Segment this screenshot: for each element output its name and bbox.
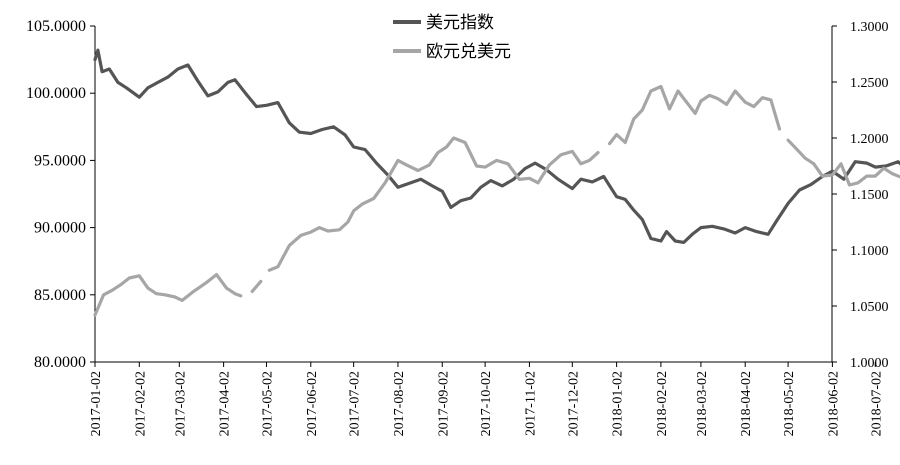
left-tick-label: 80.0000 (34, 354, 86, 371)
x-tick-label: 2017-06-02 (305, 371, 320, 436)
right-tick-label: 1.0000 (850, 356, 889, 371)
x-tick-label: 2018-03-02 (695, 371, 710, 436)
x-tick-label: 2018-04-02 (739, 371, 754, 436)
left-tick-label: 95.0000 (34, 152, 86, 169)
left-tick-label: 90.0000 (34, 220, 86, 237)
left-axis-ticks: 80.0000 85.0000 90.0000 95.0000 100.0000 105.… (26, 18, 95, 371)
left-tick-label: 85.0000 (34, 287, 86, 304)
left-tick-label: 100.0000 (26, 85, 86, 102)
legend: 美元指数 欧元兑美元 (393, 13, 511, 62)
x-tick-label: 2017-05-02 (260, 371, 275, 436)
right-tick-label: 1.1500 (850, 188, 889, 203)
x-tick-label: 2018-06-02 (826, 371, 841, 436)
x-tick-label: 2017-08-02 (392, 371, 407, 436)
x-tick-label: 2017-02-02 (133, 371, 148, 436)
series-layer (93, 48, 900, 317)
x-tick-label: 2017-10-02 (479, 371, 494, 436)
series-line-eurusd (93, 84, 900, 317)
x-tick-label: 2018-07-02 (869, 371, 884, 436)
legend-label-eurusd: 欧元兑美元 (426, 42, 511, 62)
x-tick-label: 2017-03-02 (173, 371, 188, 436)
right-tick-label: 1.0500 (850, 300, 889, 315)
x-tick-label: 2018-02-02 (655, 371, 670, 436)
right-tick-label: 1.2500 (850, 76, 889, 91)
x-tick-label: 2017-09-02 (436, 371, 451, 436)
right-tick-label: 1.2000 (850, 132, 889, 147)
legend-label-usd-index: 美元指数 (426, 13, 494, 33)
right-axis-ticks: 1.0000 1.0500 1.1000 1.1500 1.2000 1.2500 1.30… (832, 20, 889, 371)
series-line-usd-index (93, 48, 900, 244)
x-axis-ticks: 2017-01-02 2017-02-02 2017-03-02 2017-04-02… (89, 362, 884, 436)
x-tick-label: 2018-05-02 (782, 371, 797, 436)
left-tick-label: 105.0000 (26, 18, 86, 35)
x-tick-label: 2017-07-02 (348, 371, 363, 436)
x-tick-label: 2018-01-02 (611, 371, 626, 436)
x-tick-label: 2017-11-02 (523, 371, 538, 436)
x-tick-label: 2017-01-02 (89, 371, 104, 436)
right-tick-label: 1.3000 (850, 20, 889, 35)
x-tick-label: 2017-12-02 (566, 371, 581, 436)
right-tick-label: 1.1000 (850, 244, 889, 259)
x-tick-label: 2017-04-02 (218, 371, 233, 436)
